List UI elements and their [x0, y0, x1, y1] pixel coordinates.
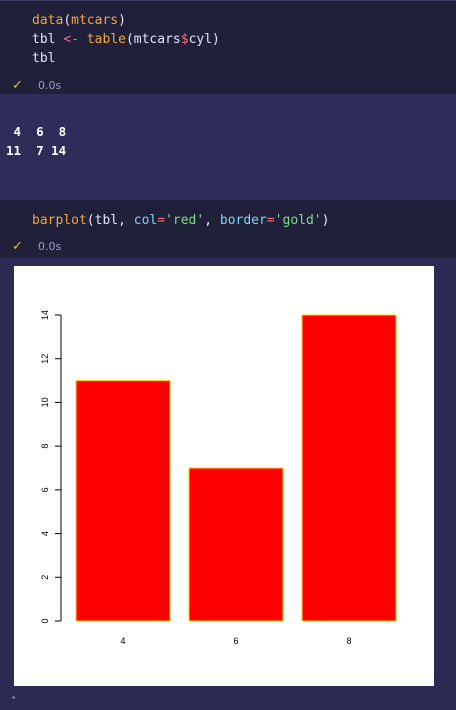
plot-output: 0 2 4 6 8 10 12 14 4 6 8	[14, 266, 434, 686]
y-tick-label: 10	[40, 397, 50, 407]
cell-status: ✓ 0.0s	[12, 78, 61, 93]
code-cell-2[interactable]: barplot(tbl, col='red', border='gold') ✓…	[0, 200, 456, 258]
collapse-chevron-icon[interactable]: ◂	[10, 692, 17, 703]
code-line-1: barplot(tbl, col='red', border='gold')	[32, 213, 330, 228]
table-header-row: 4 6 8	[6, 124, 67, 139]
x-tick-label: 4	[120, 636, 125, 646]
bar	[301, 314, 397, 622]
y-tick-label: 14	[40, 310, 50, 320]
check-icon: ✓	[12, 78, 23, 93]
y-tick-label: 0	[40, 618, 50, 623]
y-tick-label: 4	[40, 531, 50, 536]
y-tick-label: 8	[40, 444, 50, 449]
cell-status: ✓ 0.0s	[12, 239, 61, 254]
bar-chart: 0 2 4 6 8 10 12 14 4 6 8	[40, 310, 397, 646]
bar	[75, 380, 171, 622]
code-cell-1[interactable]: data(mtcars) tbl <- table(mtcars$cyl) tb…	[0, 0, 456, 94]
check-icon: ✓	[12, 239, 23, 254]
y-tick-label: 12	[40, 354, 50, 364]
exec-time: 0.0s	[38, 79, 62, 92]
cell-output-text: 4 6 8 11 7 14	[0, 94, 456, 200]
code-line-3: tbl	[32, 51, 56, 66]
y-tick-label: 2	[40, 575, 50, 580]
bar	[188, 467, 284, 622]
y-tick-label: 6	[40, 487, 50, 492]
exec-time: 0.0s	[38, 240, 62, 253]
table-value-row: 11 7 14	[6, 143, 67, 158]
code-line-2: tbl <- table(mtcars$cyl)	[32, 32, 220, 47]
x-tick-label: 8	[346, 636, 351, 646]
x-tick-label: 6	[233, 636, 238, 646]
code-line-1: data(mtcars)	[32, 13, 126, 28]
